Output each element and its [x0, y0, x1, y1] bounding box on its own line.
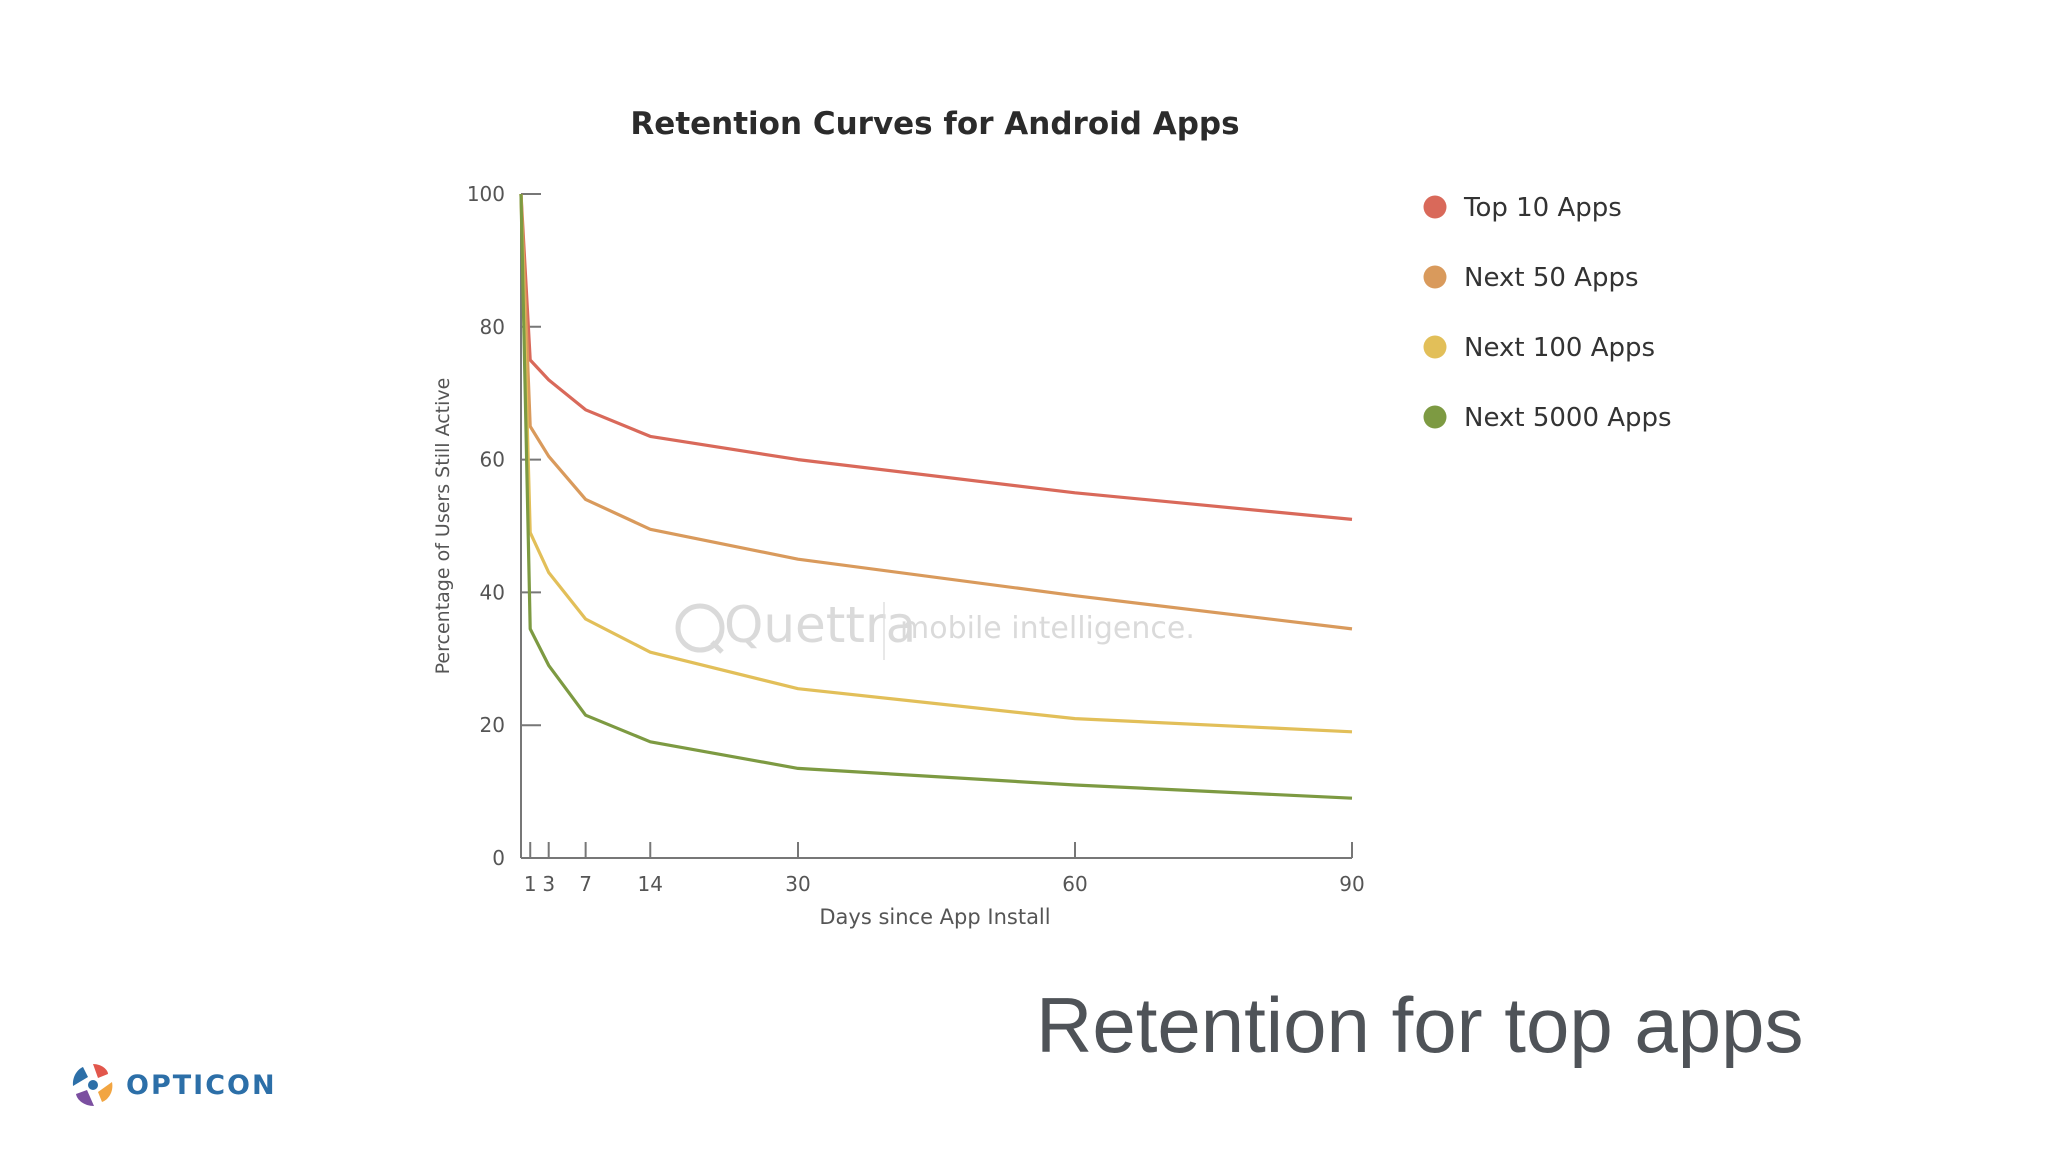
- y-tick-label: 40: [480, 580, 505, 604]
- legend-marker-1: [1423, 265, 1447, 289]
- legend-label-2: Next 100 Apps: [1464, 333, 1655, 363]
- logo-text: OPTICON: [126, 1069, 277, 1101]
- series-line-2: [519, 193, 1353, 734]
- series-line-1: [519, 193, 1353, 631]
- x-tick-label: 3: [542, 872, 555, 896]
- watermark-brand: Quettra: [724, 596, 916, 654]
- chart-title: Retention Curves for Android Apps: [630, 106, 1239, 142]
- chart-legend: Top 10 Apps Next 50 Apps Next 100 Apps Next…: [1423, 193, 1672, 433]
- quettra-q-icon: [675, 603, 725, 653]
- quettra-q-tail: [710, 640, 724, 654]
- legend-label-1: Next 50 Apps: [1464, 263, 1639, 293]
- legend-label-3: Next 5000 Apps: [1464, 403, 1672, 433]
- legend-marker-2: [1423, 335, 1447, 359]
- legend-marker-3: [1423, 405, 1447, 429]
- opticon-logo: OPTICON: [68, 1060, 277, 1110]
- y-tick-label: 0: [492, 846, 505, 870]
- x-tick-label: 60: [1062, 872, 1087, 896]
- watermark-tagline: mobile intelligence.: [900, 611, 1195, 646]
- quettra-watermark: Quettra mobile intelligence.: [675, 596, 1195, 660]
- slide-title: Retention for top apps: [1036, 981, 1804, 1069]
- y-tick-label: 80: [480, 315, 505, 339]
- series-line-0: [519, 193, 1353, 521]
- y-axis-label: Percentage of Users Still Active: [432, 378, 454, 675]
- series-line-3: [519, 193, 1353, 800]
- x-tick-label: 7: [579, 872, 592, 896]
- y-tick-label: 100: [467, 182, 505, 206]
- x-tick-label: 90: [1339, 872, 1364, 896]
- x-tick-label: 1: [524, 872, 537, 896]
- legend-label-0: Top 10 Apps: [1463, 193, 1622, 223]
- chart-series: [519, 193, 1353, 800]
- x-tick-label: 14: [638, 872, 663, 896]
- y-tick-label: 60: [480, 448, 505, 472]
- chart-axes: 0 20 40 60 80 100 1 3 7 14 30 60 90: [467, 182, 1365, 896]
- x-axis-label: Days since App Install: [819, 905, 1050, 929]
- x-tick-label: 30: [785, 872, 810, 896]
- y-tick-label: 20: [480, 713, 505, 737]
- legend-marker-0: [1423, 195, 1447, 219]
- opticon-swirl-icon: [72, 1064, 113, 1106]
